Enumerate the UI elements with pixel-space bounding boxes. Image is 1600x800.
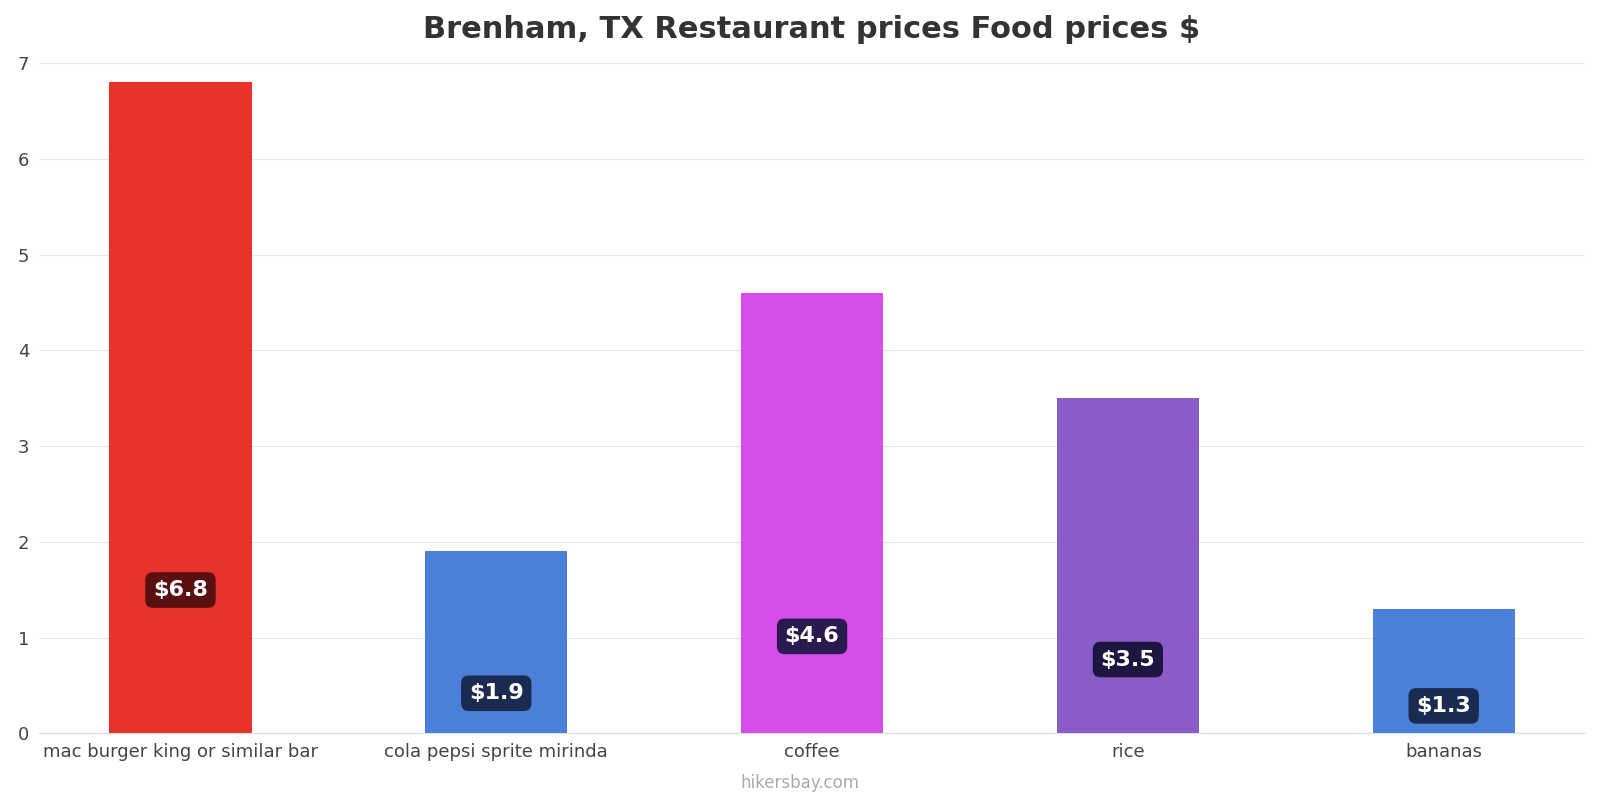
Text: $6.8: $6.8 — [154, 580, 208, 600]
Bar — [109, 82, 251, 734]
Text: hikersbay.com: hikersbay.com — [741, 774, 859, 792]
Bar — [426, 551, 568, 734]
Title: Brenham, TX Restaurant prices Food prices $: Brenham, TX Restaurant prices Food price… — [424, 15, 1200, 44]
Text: $1.3: $1.3 — [1416, 696, 1470, 716]
Text: $4.6: $4.6 — [784, 626, 840, 646]
Text: $1.9: $1.9 — [469, 683, 523, 703]
Bar — [741, 293, 883, 734]
Bar — [1058, 398, 1198, 734]
Text: $3.5: $3.5 — [1101, 650, 1155, 670]
Bar — [1373, 609, 1515, 734]
